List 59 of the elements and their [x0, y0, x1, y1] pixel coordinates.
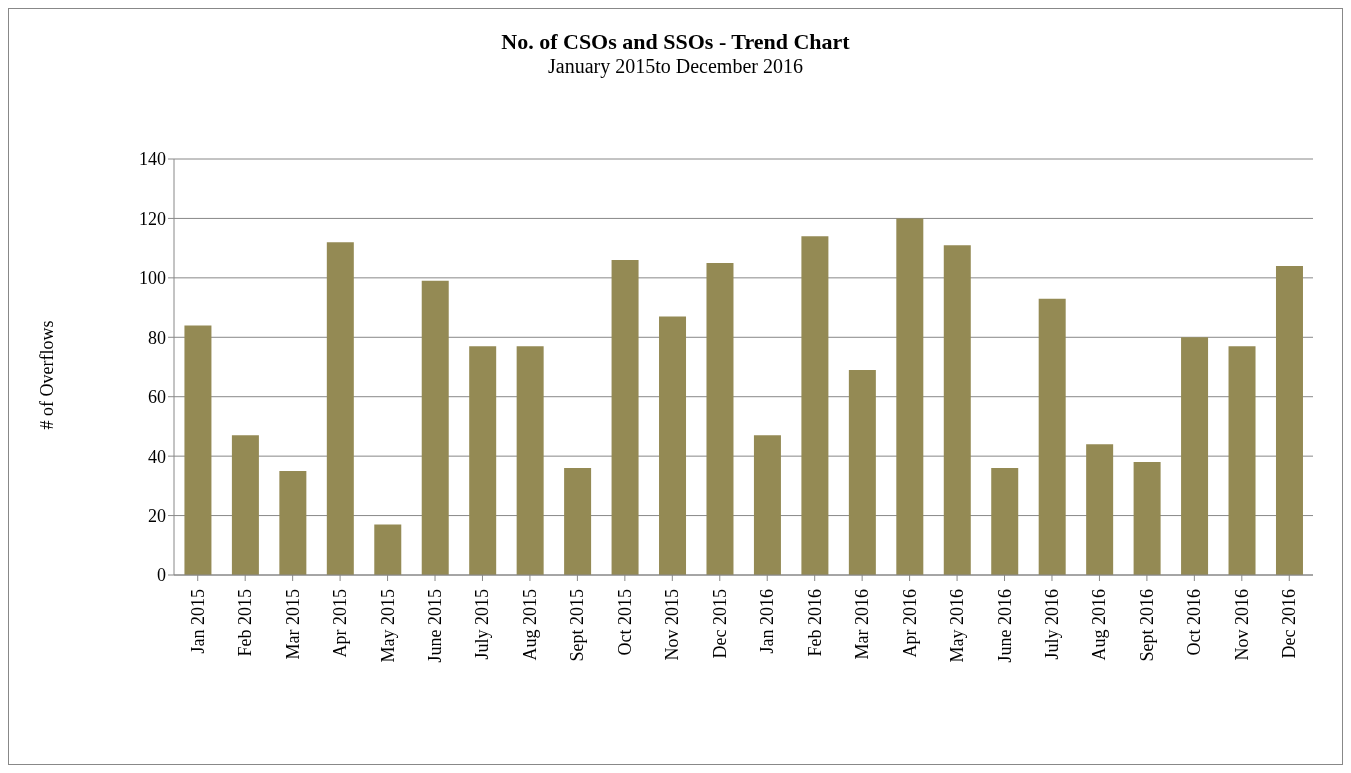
y-tick-label: 100 — [139, 268, 166, 289]
bar — [231, 435, 259, 575]
x-tick-label: Aug 2015 — [519, 589, 540, 661]
x-tick-label: Dec 2016 — [1279, 589, 1300, 659]
y-tick-label: 80 — [148, 327, 166, 348]
bar — [753, 435, 781, 575]
x-tick-label: Apr 2016 — [899, 589, 920, 658]
y-tick-label: 120 — [139, 208, 166, 229]
y-tick-label: 60 — [148, 387, 166, 408]
x-tick-label: Oct 2015 — [614, 589, 635, 656]
x-tick-label: Sept 2016 — [1136, 589, 1157, 662]
x-tick-label: Aug 2016 — [1089, 589, 1110, 661]
y-axis-title: # of Overflows — [36, 320, 58, 430]
x-tick-label: June 2015 — [425, 589, 446, 663]
x-tick-label: Oct 2016 — [1184, 589, 1205, 656]
y-tick-label: 40 — [148, 446, 166, 467]
x-tick-label: Mar 2015 — [282, 589, 303, 660]
bar — [896, 218, 924, 575]
chart-title: No. of CSOs and SSOs - Trend Chart — [500, 29, 851, 55]
x-tick-label: July 2016 — [1041, 589, 1062, 660]
x-tick-label: June 2016 — [994, 589, 1015, 663]
x-tick-label: May 2016 — [947, 589, 968, 663]
y-tick-label: 140 — [139, 149, 166, 170]
bar — [1228, 346, 1256, 575]
bar — [1133, 462, 1161, 575]
x-tick-label: Jan 2015 — [187, 589, 208, 654]
bar — [706, 263, 734, 575]
bar — [801, 236, 829, 575]
bar — [991, 468, 1019, 575]
x-tick-label: Jan 2016 — [757, 589, 778, 654]
x-tick-label: May 2015 — [377, 589, 398, 663]
x-tick-label: July 2015 — [472, 589, 493, 660]
x-tick-label: Sept 2015 — [567, 589, 588, 662]
bar — [374, 524, 402, 575]
bar — [848, 369, 876, 575]
bar — [943, 245, 971, 575]
x-tick-label: Nov 2016 — [1231, 589, 1252, 661]
x-tick-label: Mar 2016 — [852, 589, 873, 660]
x-tick-label: Nov 2015 — [662, 589, 683, 661]
bar — [279, 471, 307, 575]
bar — [184, 325, 212, 575]
x-tick-label: Feb 2016 — [804, 589, 825, 657]
bar — [1038, 298, 1066, 575]
bar — [659, 316, 687, 575]
bar — [469, 346, 497, 575]
bar — [1181, 337, 1209, 575]
bar — [611, 260, 639, 575]
chart-subtitle: January 2015to December 2016 — [547, 55, 804, 78]
x-tick-label: Dec 2015 — [709, 589, 730, 659]
y-tick-label: 20 — [148, 505, 166, 526]
bar — [1275, 265, 1303, 575]
x-tick-label: Apr 2015 — [330, 589, 351, 658]
bar — [421, 280, 449, 575]
bar — [516, 346, 544, 575]
bar — [326, 242, 354, 575]
x-tick-label: Feb 2015 — [235, 589, 256, 657]
bar — [564, 468, 592, 575]
bar — [1086, 444, 1114, 575]
y-tick-label: 0 — [157, 565, 166, 586]
